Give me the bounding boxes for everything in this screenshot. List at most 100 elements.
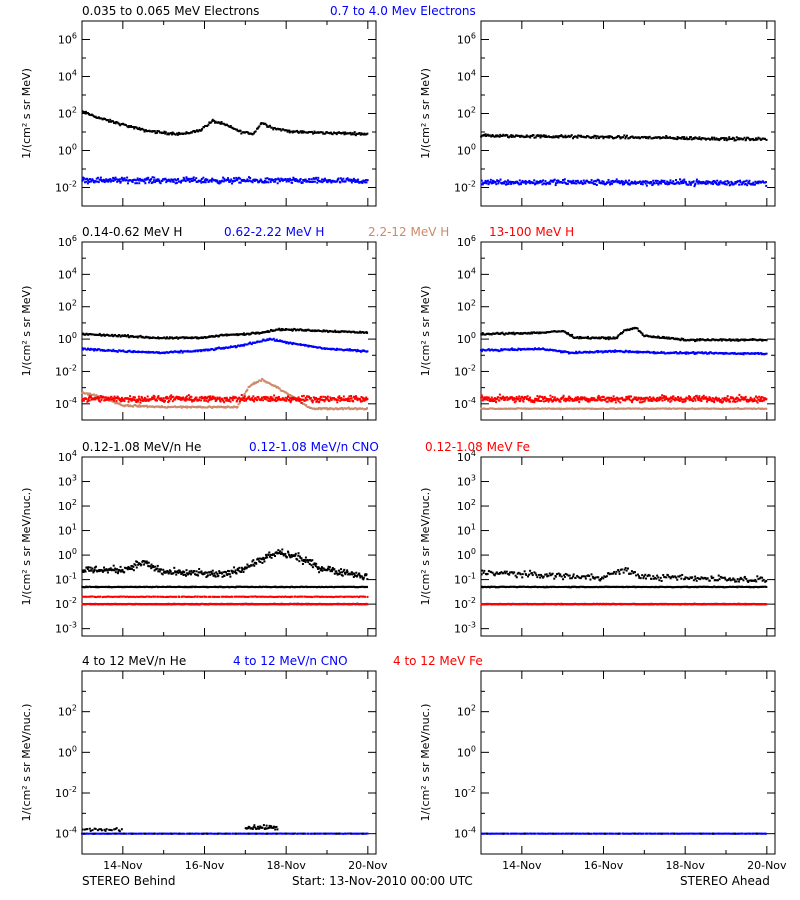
data-point (249, 176, 252, 179)
data-point (562, 179, 565, 182)
data-point (717, 398, 720, 401)
data-point (599, 135, 602, 138)
data-point (592, 136, 595, 139)
data-point (700, 397, 703, 400)
data-point (193, 397, 196, 400)
data-point (635, 396, 638, 399)
data-point (722, 182, 725, 185)
data-point (97, 396, 100, 399)
data-point (568, 399, 571, 402)
data-point (515, 396, 518, 399)
data-point (307, 131, 310, 134)
data-point (133, 125, 136, 128)
data-point (674, 407, 677, 410)
data-point (672, 180, 675, 183)
data-point (304, 399, 307, 402)
data-point (481, 396, 484, 399)
data-point (693, 338, 696, 341)
data-point (145, 399, 148, 402)
y-tick-label: 10-4 (55, 396, 77, 411)
data-point (125, 179, 128, 182)
data-point (207, 123, 210, 126)
data-point (123, 177, 126, 180)
data-point (204, 181, 207, 184)
data-point (567, 351, 570, 354)
data-point (257, 331, 260, 334)
data-point (162, 406, 165, 409)
data-point (122, 335, 125, 338)
data-point (514, 182, 517, 185)
data-point (207, 395, 210, 398)
data-point (641, 332, 644, 335)
data-point (272, 398, 275, 401)
data-point (115, 178, 118, 181)
data-point (276, 397, 279, 400)
data-point (516, 349, 519, 352)
data-point (716, 138, 719, 141)
data-point (549, 407, 552, 410)
data-point (288, 555, 291, 558)
data-point (209, 395, 212, 398)
data-point (81, 569, 84, 572)
data-point (226, 569, 229, 572)
data-point (230, 570, 233, 573)
data-point (734, 139, 737, 142)
data-point (571, 333, 574, 336)
data-point (272, 337, 275, 340)
data-point (526, 407, 529, 410)
data-point (495, 401, 498, 404)
data-point (683, 136, 686, 139)
data-point (325, 179, 328, 182)
data-point (694, 399, 697, 402)
data-point (520, 348, 523, 351)
data-point (733, 182, 736, 185)
data-point (82, 399, 85, 402)
data-point (187, 179, 190, 182)
data-point (224, 397, 227, 400)
data-point (746, 398, 749, 401)
data-point (227, 177, 230, 180)
data-point (346, 407, 349, 410)
data-point (117, 570, 120, 573)
data-point (753, 138, 756, 141)
data-point (104, 396, 107, 399)
data-point (255, 562, 258, 565)
data-point (118, 397, 121, 400)
data-point (537, 332, 540, 335)
data-point (171, 133, 174, 136)
data-point (327, 330, 330, 333)
data-point (280, 177, 283, 180)
data-point (157, 130, 160, 133)
data-point (166, 396, 169, 399)
data-point (568, 395, 571, 398)
data-point (668, 397, 671, 400)
data-point (483, 396, 486, 399)
data-point (200, 177, 203, 180)
data-point (576, 398, 579, 401)
data-point (717, 138, 720, 141)
data-point (644, 398, 647, 401)
data-point (601, 135, 604, 138)
data-point (500, 398, 503, 401)
data-point (648, 399, 651, 402)
data-point (746, 339, 749, 342)
data-point (152, 565, 155, 568)
data-point (628, 407, 631, 410)
data-point (95, 177, 98, 180)
data-point (365, 408, 368, 411)
data-point (548, 399, 551, 402)
data-point (226, 397, 229, 400)
data-point (169, 180, 172, 183)
data-point (543, 397, 546, 400)
data-point (489, 349, 492, 352)
data-point (366, 331, 369, 334)
data-point (359, 350, 362, 353)
data-point (144, 182, 147, 185)
data-point (341, 574, 344, 577)
data-point (147, 350, 150, 353)
data-point (739, 398, 742, 401)
data-point (192, 571, 195, 574)
data-point (151, 566, 154, 569)
data-point (733, 139, 736, 142)
data-point (299, 178, 302, 181)
